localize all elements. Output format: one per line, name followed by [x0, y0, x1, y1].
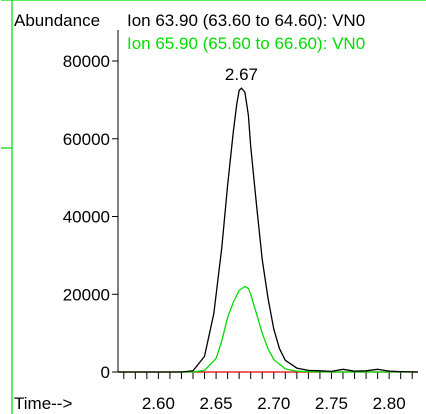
x-ticks-group: 2.60 2.65 2.70 2.75 2.80 — [123, 372, 413, 413]
series-line-2 — [118, 285, 418, 373]
y-ticks-group: 0 20000 40000 60000 80000 — [63, 52, 118, 382]
x-tick-label: 2.65 — [200, 394, 233, 413]
x-tick-label: 2.75 — [315, 394, 348, 413]
y-tick-label: 80000 — [63, 52, 110, 71]
peak-label: 2.67 — [225, 65, 258, 84]
x-tick-label: 2.70 — [257, 394, 290, 413]
y-tick-label: 40000 — [63, 208, 110, 227]
y-tick-label: 20000 — [63, 285, 110, 304]
legend-series-1: Ion 63.90 (63.60 to 64.60): VN0 — [127, 11, 365, 30]
x-tick-label: 2.60 — [142, 394, 175, 413]
x-tick-label: 2.80 — [373, 394, 406, 413]
x-axis-title: Time--> — [14, 394, 72, 413]
series-lines-group — [118, 87, 419, 373]
legend-series-2: Ion 65.90 (65.60 to 66.60): VN0 — [127, 34, 365, 53]
y-tick-label: 0 — [101, 363, 110, 382]
y-tick-label: 60000 — [63, 130, 110, 149]
y-axis-title: Abundance — [14, 11, 100, 30]
series-line-1 — [118, 87, 419, 373]
